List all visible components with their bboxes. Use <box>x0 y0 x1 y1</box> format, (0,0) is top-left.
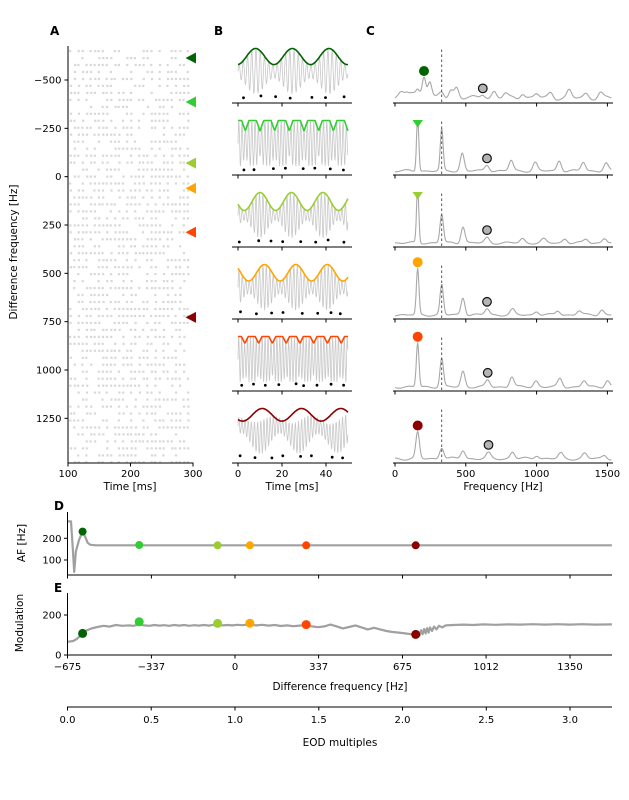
panel-a-condition-markers <box>185 52 196 323</box>
svg-text:1000: 1000 <box>36 365 61 376</box>
eod-multiples-axis: 0.0 0.5 1.0 1.5 2.0 2.5 3.0 <box>60 706 612 726</box>
svg-text:675: 675 <box>393 662 412 673</box>
d-dot-green <box>135 541 144 549</box>
panel-e-ylabel: Modulation <box>14 593 26 653</box>
eod-circle-marker <box>482 296 492 307</box>
svg-text:1.5: 1.5 <box>311 715 327 726</box>
svg-text:40: 40 <box>320 469 333 480</box>
af-peak-marker <box>412 420 423 431</box>
svg-text:0: 0 <box>235 469 241 480</box>
panel-a-raster-plot: −500 −250 0 250 500 750 1000 1250 100 200 300 <box>34 46 203 480</box>
panel-c-xlabel: Frequency [Hz] <box>463 481 543 493</box>
eod-circle-marker <box>482 225 492 236</box>
d-dot-dark-green <box>78 527 87 536</box>
panel-e-modulation-tuning: 0 200 −675 −337 0 337 675 1012 1350 <box>42 593 612 673</box>
svg-text:200: 200 <box>121 469 140 480</box>
e-dot-light-green <box>213 618 223 628</box>
af-peak-marker-clipped <box>412 120 423 128</box>
eod-circle-marker <box>477 83 488 94</box>
panel-c-spectra: 0 500 1000 1500 <box>392 48 620 480</box>
marker-dark-red <box>185 311 196 323</box>
svg-text:0: 0 <box>55 651 61 662</box>
eod-circle-marker <box>482 153 492 164</box>
svg-text:−337: −337 <box>138 662 165 673</box>
svg-text:100: 100 <box>58 469 77 480</box>
e-dot-dark-red <box>411 629 421 639</box>
marker-orange <box>185 182 196 194</box>
panel-a-xlabel: Time [ms] <box>103 481 157 493</box>
svg-text:1250: 1250 <box>36 414 61 425</box>
panel-d-label: D <box>54 499 64 513</box>
svg-text:−250: −250 <box>34 124 61 135</box>
svg-text:1.0: 1.0 <box>227 715 243 726</box>
svg-text:1012: 1012 <box>473 662 498 673</box>
svg-text:1500: 1500 <box>595 469 620 480</box>
svg-text:0.0: 0.0 <box>60 715 76 726</box>
d-dot-light-green <box>213 541 222 550</box>
panel-a-ylabel: Difference frequency [Hz] <box>8 184 20 320</box>
svg-text:1000: 1000 <box>524 469 549 480</box>
svg-text:500: 500 <box>42 269 61 280</box>
svg-text:−500: −500 <box>34 76 61 87</box>
svg-text:300: 300 <box>183 469 202 480</box>
svg-text:100: 100 <box>42 556 61 567</box>
svg-text:200: 200 <box>42 534 61 545</box>
panel-b-label: B <box>214 24 224 38</box>
panel-b-waveforms: 0 20 40 <box>232 47 352 480</box>
af-peak-marker <box>412 331 423 342</box>
svg-text:337: 337 <box>309 662 328 673</box>
e-dot-orange <box>245 618 255 628</box>
svg-text:3.0: 3.0 <box>562 715 578 726</box>
d-dot-orange-red <box>302 541 311 550</box>
e-dot-orange-red <box>301 620 311 630</box>
svg-text:750: 750 <box>42 317 61 328</box>
panel-e-xlabel: Difference frequency [Hz] <box>272 681 408 693</box>
eod-circle-marker <box>483 440 494 450</box>
eod-axis-label: EOD multiples <box>302 737 378 749</box>
svg-text:0: 0 <box>232 662 238 673</box>
marker-dark-green <box>185 52 196 64</box>
panel-b-xlabel: Time [ms] <box>265 481 319 493</box>
svg-text:200: 200 <box>42 611 61 622</box>
svg-text:−675: −675 <box>54 662 81 673</box>
panel-a-label: A <box>50 24 60 38</box>
svg-text:20: 20 <box>276 469 289 480</box>
panel-d-af-tuning: 100 200 <box>42 512 612 579</box>
d-dot-dark-red <box>411 541 420 550</box>
e-dot-green <box>134 617 144 627</box>
marker-orange-red <box>185 226 196 238</box>
af-peak-marker-clipped <box>412 192 423 200</box>
svg-text:0.5: 0.5 <box>143 715 159 726</box>
eod-circle-marker <box>482 367 493 378</box>
e-dot-dark-green <box>78 628 88 638</box>
marker-light-green <box>185 157 196 169</box>
svg-text:2.5: 2.5 <box>478 715 494 726</box>
svg-text:250: 250 <box>42 220 61 231</box>
panel-e-label: E <box>54 581 63 595</box>
svg-text:0: 0 <box>392 469 398 480</box>
svg-text:2.0: 2.0 <box>395 715 411 726</box>
svg-text:0: 0 <box>55 172 61 183</box>
panel-c-label: C <box>366 24 375 38</box>
svg-text:500: 500 <box>456 469 475 480</box>
d-dot-orange <box>245 541 254 550</box>
marker-green <box>185 96 196 108</box>
svg-text:1350: 1350 <box>557 662 582 673</box>
af-peak-marker <box>412 257 423 268</box>
af-peak-marker <box>419 66 429 76</box>
